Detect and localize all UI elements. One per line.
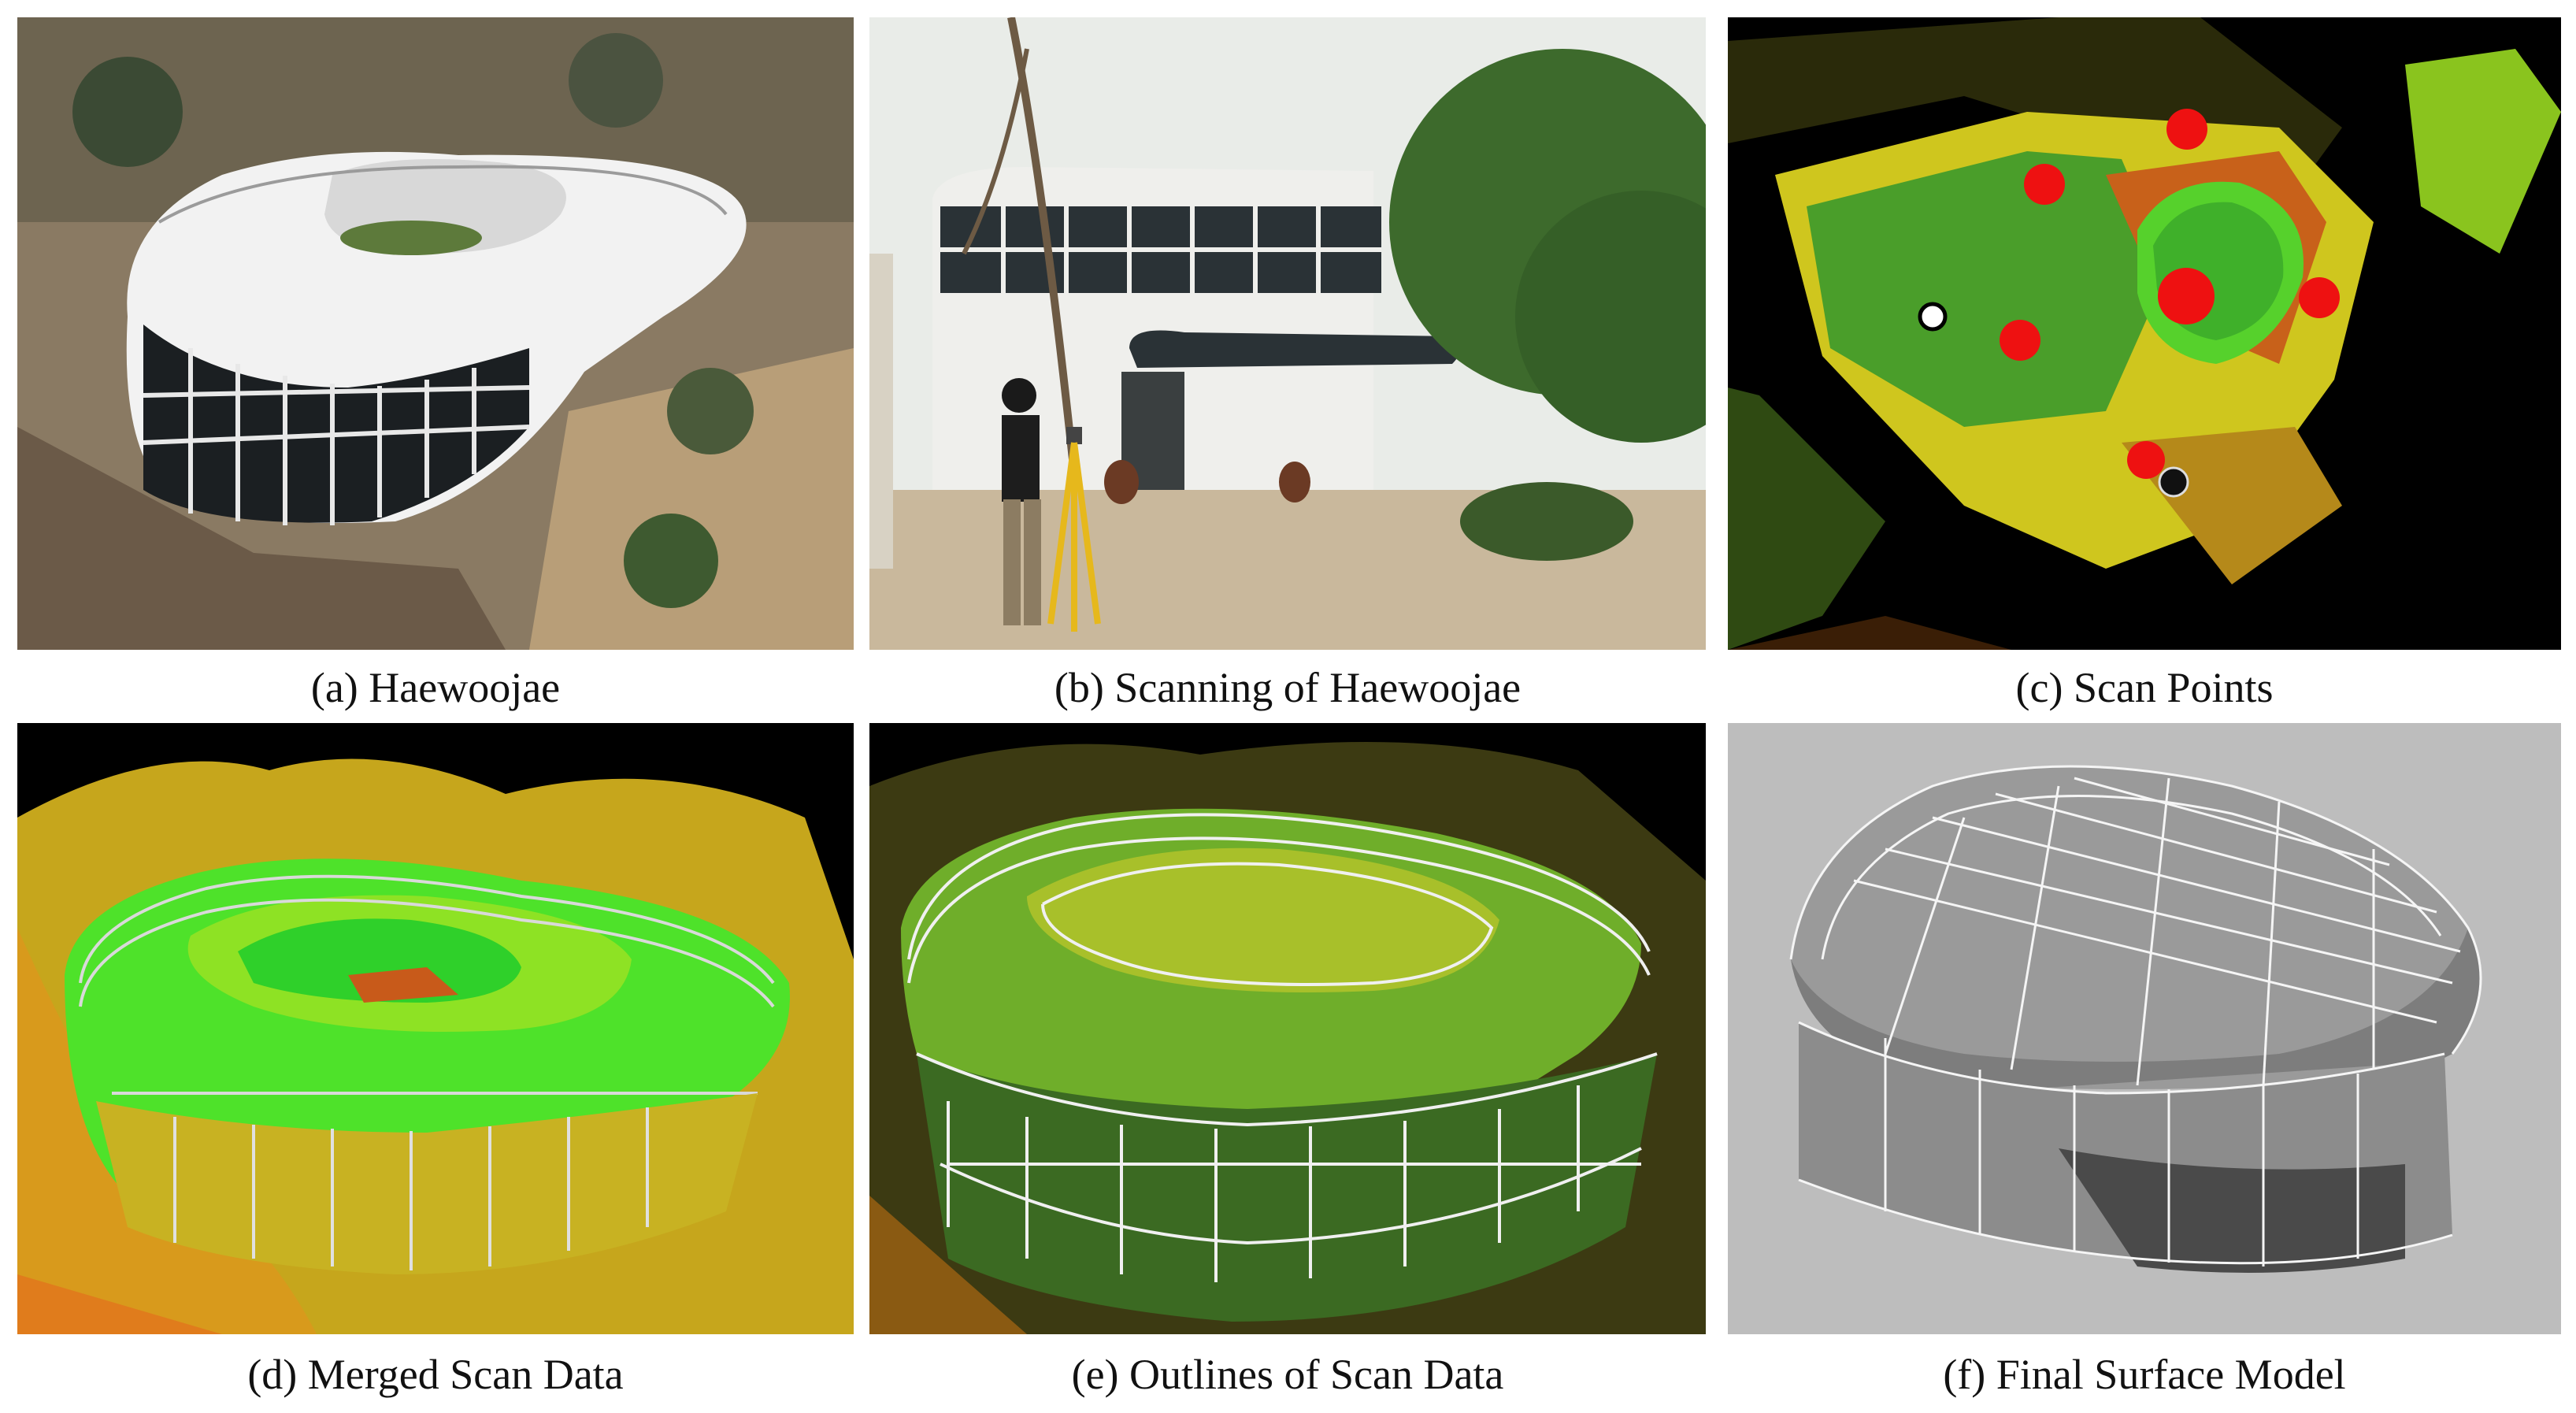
scan-point-marker	[2158, 268, 2215, 325]
scan-point-marker	[2299, 277, 2340, 318]
caption-a: (a) Haewoojae	[310, 664, 561, 711]
caption-f: (f) Final Surface Model	[1943, 1351, 2346, 1398]
merged-scan-data-view	[17, 723, 854, 1334]
scan-point-marker	[2166, 109, 2207, 150]
scan-point-marker	[2024, 164, 2065, 205]
final-surface-model-render	[1728, 723, 2561, 1334]
caption-c: (c) Scan Points	[2015, 664, 2274, 711]
photo-haewoojae-aerial	[17, 17, 854, 650]
scan-outlines-view	[869, 723, 1706, 1334]
caption-e: (e) Outlines of Scan Data	[1071, 1351, 1504, 1398]
caption-b: (b) Scanning of Haewoojae	[1054, 664, 1522, 711]
scan-points-top-view	[1728, 17, 2561, 650]
caption-d: (d) Merged Scan Data	[247, 1351, 624, 1398]
scan-point-marker	[2000, 320, 2040, 361]
photo-scanning-haewoojae	[869, 17, 1706, 650]
scan-point-marker	[2127, 441, 2165, 479]
